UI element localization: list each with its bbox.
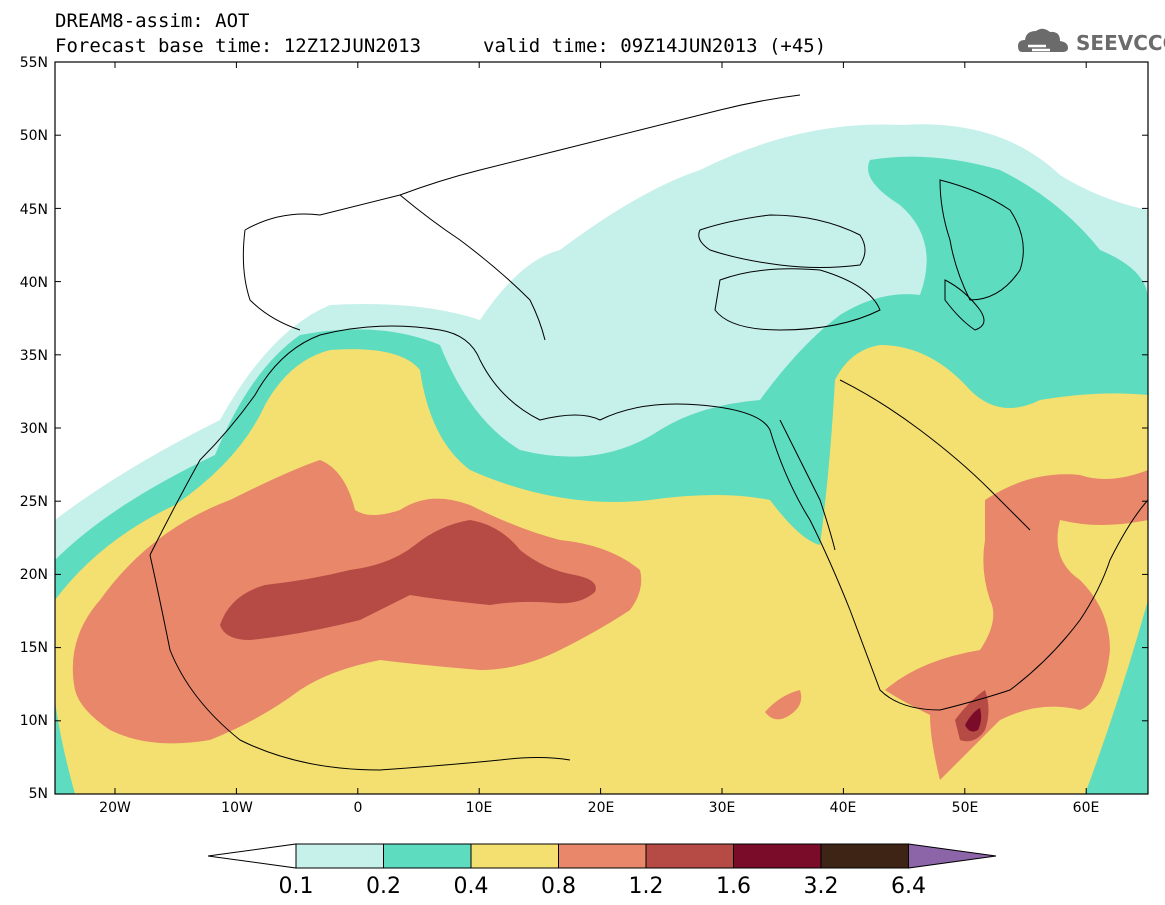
lat-label: 40N [20,275,48,291]
colorbar-label: 0.4 [454,874,489,899]
lat-label: 5N [29,786,48,802]
lon-label: 40E [830,800,857,816]
colorbar: 0.1 0.2 0.4 0.8 1.2 1.6 3.2 6.4 [207,843,997,899]
lat-label: 30N [20,421,48,437]
colorbar-label: 1.2 [629,874,664,899]
lat-label: 50N [20,128,48,144]
map-title: DREAM8-assim: AOT [55,10,250,32]
lat-label: 35N [20,348,48,364]
valid-time: valid time: 09Z14JUN2013 (+45) [483,35,827,57]
forecast-base-time: Forecast base time: 12Z12JUN2013 [55,35,422,57]
axis-ticks [55,61,1148,795]
colorbar-box-2 [470,843,559,869]
colorbar-box-5 [733,843,822,869]
colorbar-box-6 [820,843,909,869]
colorbar-label: 0.2 [366,874,401,899]
colorbar-box-1 [383,843,472,869]
colorbar-box-0 [295,843,384,869]
aot-contour-0-8-spot [765,690,802,720]
aot-contour-1-2 [220,520,596,640]
lat-label: 25N [20,494,48,510]
lat-label: 15N [20,640,48,656]
lat-labels: 55N 50N 45N 40N 35N 30N 25N 20N 15N 10N … [20,55,48,802]
lon-label: 20W [99,800,131,816]
cloud-logo-icon [1018,28,1068,52]
colorbar-max-arrow [908,843,997,869]
lon-label: 10E [466,800,493,816]
aot-contour-1-6 [965,708,982,732]
aot-field [55,62,1148,794]
lon-labels: 20W 10W 0 10E 20E 30E 40E 50E 60E [99,800,1099,816]
colorbar-box-4 [645,843,734,869]
lat-label: 10N [20,713,48,729]
colorbar-label: 0.8 [541,874,576,899]
lat-label: 45N [20,202,48,218]
lon-label: 60E [1073,800,1100,816]
colorbar-label: 6.4 [891,874,926,899]
colorbar-label: 0.1 [279,874,314,899]
colorbar-box-3 [558,843,647,869]
lon-label: 0 [354,800,363,816]
lat-label: 20N [20,567,48,583]
colorbar-min-arrow [207,843,297,869]
lat-label: 55N [20,55,48,71]
coastlines [149,94,1148,771]
colorbar-label: 1.6 [716,874,751,899]
lon-label: 20E [588,800,615,816]
lon-label: 10W [221,800,253,816]
colorbar-label: 3.2 [804,874,839,899]
aot-contour-0-8-east [885,470,1148,780]
logo-text: SEEVCCC [1076,31,1165,55]
lon-label: 50E [952,800,979,816]
lon-label: 30E [709,800,736,816]
